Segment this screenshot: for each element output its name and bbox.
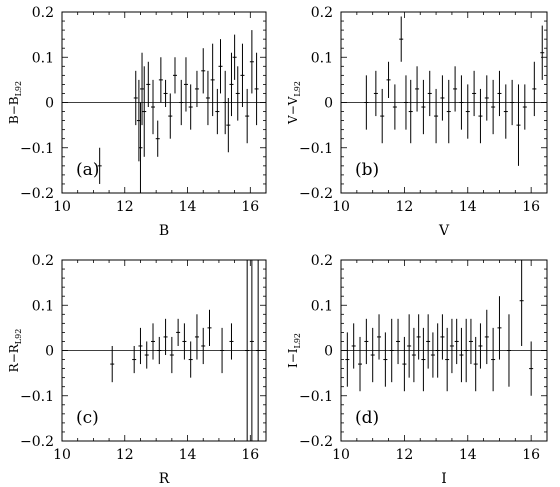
x-axis-label-c: R	[159, 471, 170, 487]
y-tick-label-a: 0.2	[32, 5, 54, 21]
panel-label-b: (b)	[355, 160, 379, 180]
y-tick-label-a: 0	[45, 96, 54, 112]
x-tick-label-a: 12	[116, 199, 134, 215]
panel-label-c: (c)	[76, 408, 99, 428]
y-tick-label-d: 0.1	[311, 298, 333, 314]
y-tick-label-d: −0.2	[299, 434, 333, 450]
points-b	[364, 16, 545, 166]
panel-c: 10 12 14 16 −0.2 −0.1 0 0.1 0.2 R R−RL92 (c)	[7, 253, 267, 487]
x-tick-label-c: 16	[241, 447, 259, 463]
y-tick-label-a: −0.1	[20, 141, 54, 157]
y-tick-label-d: −0.1	[299, 389, 333, 405]
y-tick-label-c: 0.2	[32, 253, 54, 269]
y-tick-label-b: −0.2	[299, 186, 333, 202]
panel-label-a: (a)	[76, 160, 99, 180]
x-tick-label-a: 16	[241, 199, 259, 215]
x-tick-label-d: 12	[395, 447, 413, 463]
y-axis-label-c: R−RL92	[7, 329, 23, 373]
y-tick-label-c: −0.2	[20, 434, 54, 450]
y-tick-label-c: −0.1	[20, 389, 54, 405]
points-a	[97, 30, 259, 193]
y-tick-label-d: 0.2	[311, 253, 333, 269]
panel-d: 10 12 14 16 −0.2 −0.1 0 0.1 0.2 I I−IL92 (d)	[286, 253, 548, 487]
x-tick-label-a: 10	[53, 199, 71, 215]
y-tick-label-c: 0.1	[32, 298, 54, 314]
x-tick-label-d: 14	[459, 447, 477, 463]
y-tick-label-c: 0	[45, 344, 54, 360]
panel-a: 10 12 14 16 −0.2 −0.1 0 0.1 0.2 B B−BL92 (a)	[7, 5, 267, 239]
x-tick-label-b: 10	[332, 199, 350, 215]
y-axis-label-b: V−VL92	[286, 81, 302, 125]
points-c	[110, 260, 261, 441]
x-tick-label-c: 12	[116, 447, 134, 463]
x-axis-label-b: V	[438, 223, 450, 239]
y-tick-label-b: 0.1	[311, 50, 333, 66]
y-tick-label-a: −0.2	[20, 186, 54, 202]
x-tick-label-c: 14	[179, 447, 197, 463]
y-axis-label-d: I−IL92	[286, 333, 302, 368]
y-tick-label-a: 0.1	[32, 50, 54, 66]
x-tick-label-b: 14	[459, 199, 477, 215]
y-tick-label-b: 0	[324, 96, 333, 112]
x-tick-label-d: 16	[522, 447, 540, 463]
y-tick-label-b: 0.2	[311, 5, 333, 21]
x-tick-label-b: 16	[522, 199, 540, 215]
points-d	[345, 260, 534, 396]
panel-b: 10 12 14 16 −0.2 −0.1 0 0.1 0.2 V V−VL92 (b)	[286, 5, 548, 239]
y-tick-label-b: −0.1	[299, 141, 333, 157]
x-tick-label-d: 10	[332, 447, 350, 463]
x-tick-label-a: 14	[179, 199, 197, 215]
y-tick-label-d: 0	[324, 344, 333, 360]
x-tick-label-b: 12	[395, 199, 413, 215]
x-axis-label-d: I	[441, 471, 447, 487]
panel-label-d: (d)	[355, 408, 379, 428]
y-axis-label-a: B−BL92	[7, 81, 23, 124]
x-axis-label-a: B	[159, 223, 169, 239]
x-tick-label-c: 10	[53, 447, 71, 463]
